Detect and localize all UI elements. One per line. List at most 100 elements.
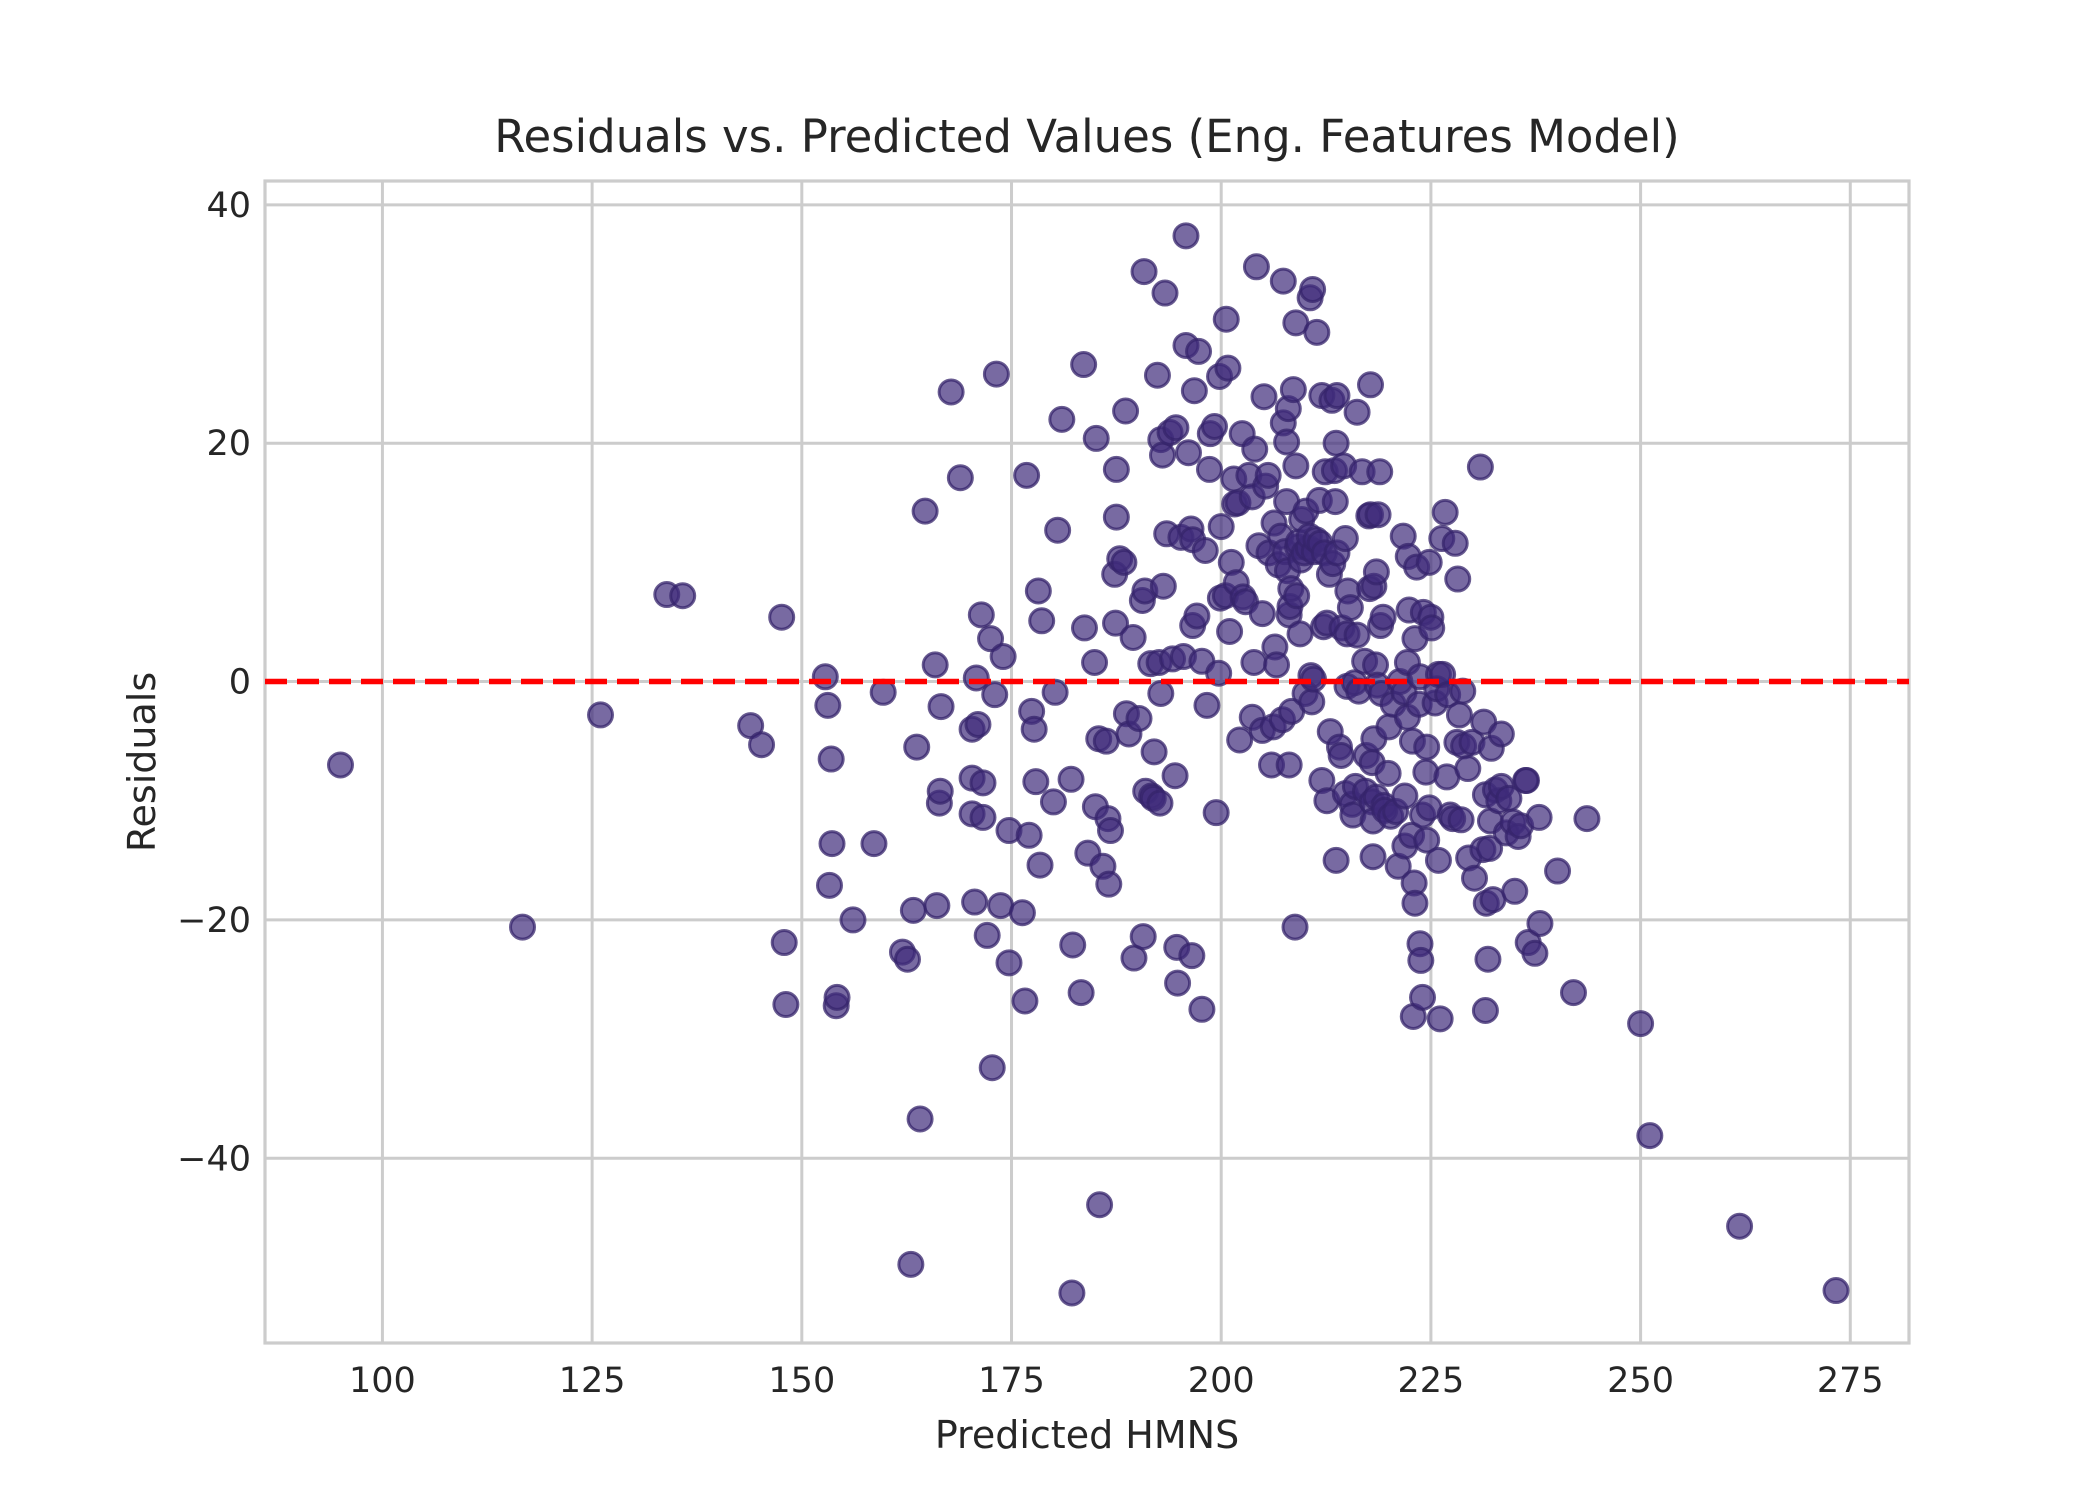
- data-point: [1041, 678, 1069, 706]
- data-point: [1444, 565, 1472, 593]
- x-tick-label: 225: [1397, 1361, 1464, 1401]
- data-point: [1336, 594, 1364, 622]
- data-point: [1521, 939, 1549, 967]
- data-point: [1321, 488, 1349, 516]
- data-point: [326, 751, 354, 779]
- data-point: [1364, 501, 1392, 529]
- data-point: [814, 691, 842, 719]
- data-point: [1143, 361, 1171, 389]
- data-point: [1299, 275, 1327, 303]
- data-point: [1008, 899, 1036, 927]
- data-point: [981, 681, 1009, 709]
- data-point: [772, 991, 800, 1019]
- data-point: [1391, 782, 1419, 810]
- tick-labels: 100 125 150 175 200 225 250 275 −40 −20 0 20 40: [177, 186, 1884, 1401]
- x-tick-label: 200: [1188, 1361, 1255, 1401]
- data-point: [1022, 768, 1050, 796]
- data-point: [1185, 337, 1213, 365]
- data-point: [1461, 864, 1489, 892]
- data-point: [977, 625, 1005, 653]
- data-point: [1070, 614, 1098, 642]
- data-point: [1024, 577, 1052, 605]
- data-point: [1322, 429, 1350, 457]
- data-point: [1269, 267, 1297, 295]
- data-point: [961, 888, 989, 916]
- data-point: [1298, 688, 1326, 716]
- data-point: [1248, 600, 1276, 628]
- data-point: [1147, 679, 1175, 707]
- data-point: [1407, 946, 1435, 974]
- data-point: [923, 892, 951, 920]
- data-point: [967, 601, 995, 629]
- data-point: [899, 896, 927, 924]
- data-point: [1125, 704, 1153, 732]
- y-axis-label: Residuals: [120, 672, 164, 852]
- scatter-points: [326, 222, 1850, 1307]
- data-point: [1011, 987, 1039, 1015]
- data-point: [1193, 691, 1221, 719]
- data-point: [1526, 909, 1554, 937]
- data-point: [1102, 609, 1130, 637]
- data-point: [946, 464, 974, 492]
- x-tick-label: 100: [349, 1361, 416, 1401]
- data-point: [1359, 843, 1387, 871]
- data-point: [1263, 651, 1291, 679]
- data-point: [1418, 614, 1446, 642]
- data-point: [1178, 942, 1206, 970]
- data-point: [818, 830, 846, 858]
- data-point: [1146, 789, 1174, 817]
- data-point: [1454, 755, 1482, 783]
- data-point: [1207, 513, 1235, 541]
- data-point: [1525, 803, 1553, 831]
- data-point: [1627, 1010, 1655, 1038]
- x-tick-label: 275: [1817, 1361, 1884, 1401]
- data-point: [1015, 821, 1043, 849]
- data-point: [839, 906, 867, 934]
- data-point: [921, 651, 949, 679]
- data-point: [937, 378, 965, 406]
- data-point: [1275, 751, 1303, 779]
- data-point: [1202, 799, 1230, 827]
- data-point: [1426, 1005, 1454, 1033]
- data-point: [823, 983, 851, 1011]
- data-point: [1058, 1279, 1086, 1307]
- x-tick-label: 175: [978, 1361, 1045, 1401]
- data-point: [1409, 983, 1437, 1011]
- data-point: [1082, 424, 1110, 452]
- data-point: [1327, 741, 1355, 769]
- data-point: [1424, 846, 1452, 874]
- data-point: [911, 497, 939, 525]
- data-point: [926, 777, 954, 805]
- data-point: [1362, 558, 1390, 586]
- data-point: [1067, 979, 1095, 1007]
- data-point: [964, 710, 992, 738]
- data-point: [1242, 253, 1270, 281]
- x-tick-label: 125: [559, 1361, 626, 1401]
- data-point: [1112, 397, 1140, 425]
- data-point: [1195, 455, 1223, 483]
- data-point: [1447, 806, 1475, 834]
- data-point: [768, 603, 796, 631]
- data-point: [817, 745, 845, 773]
- data-point: [1401, 889, 1429, 917]
- data-point: [1119, 623, 1147, 651]
- x-axis-label: Predicted HMNS: [935, 1413, 1239, 1457]
- y-tick-label: −20: [177, 901, 251, 941]
- data-point: [1214, 354, 1242, 382]
- y-tick-label: 40: [206, 186, 251, 226]
- data-point: [1254, 461, 1282, 489]
- data-point: [1822, 1277, 1850, 1305]
- data-point: [1095, 870, 1123, 898]
- data-point: [1279, 376, 1307, 404]
- data-point: [811, 663, 839, 691]
- data-point: [1092, 727, 1120, 755]
- data-point: [1240, 648, 1268, 676]
- data-point: [1096, 817, 1124, 845]
- data-point: [1180, 377, 1208, 405]
- y-tick-label: 20: [206, 424, 251, 464]
- data-point: [1241, 435, 1269, 463]
- data-point: [989, 643, 1017, 671]
- data-point: [1140, 738, 1168, 766]
- data-point: [1559, 979, 1587, 1007]
- data-point: [1183, 602, 1211, 630]
